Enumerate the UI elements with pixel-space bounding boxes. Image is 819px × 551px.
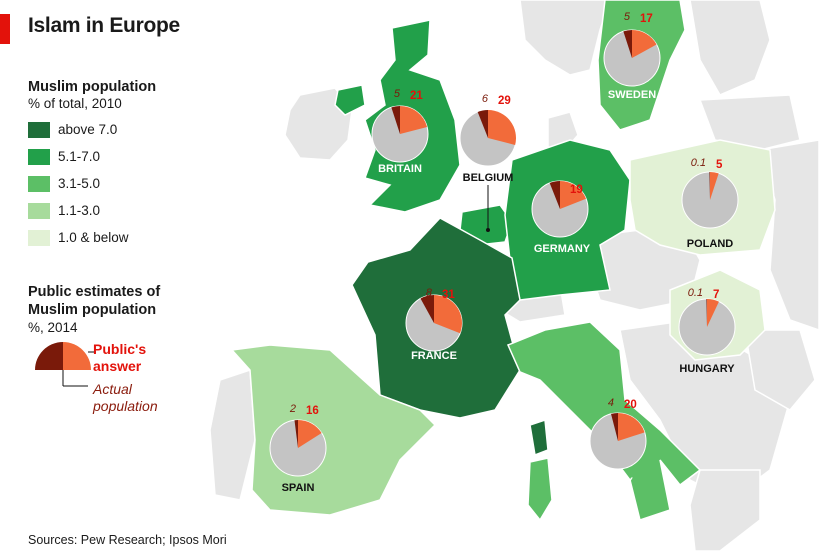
pie-public-wedge-spain xyxy=(298,420,322,448)
key-public-wedge xyxy=(63,342,91,370)
pie-public-value-spain: 16 xyxy=(306,405,319,417)
pie-actual-wedge-britain xyxy=(391,106,400,134)
country-labels: BRITAIN BELGIUM SWEDEN GERMANY POLAND FRANCE H… xyxy=(282,89,736,494)
country-label-france: FRANCE xyxy=(411,350,457,362)
pie-spain: 2 16 xyxy=(269,403,327,477)
country-label-hungary: HUNGARY xyxy=(679,363,735,375)
pie-public-wedge-poland xyxy=(710,172,719,200)
pie-public-value-belgium: 29 xyxy=(498,95,511,107)
pie-italy: 4 20 xyxy=(589,397,647,470)
pie-charts: 5 21 6 295 176 190.1 58 31 0.1 72 164 20 xyxy=(269,11,739,477)
pie-hungary: 0.1 7 xyxy=(678,287,736,356)
pie-public-wedge-sweden xyxy=(632,30,657,58)
legend-swatch-1 xyxy=(28,149,50,165)
brand-bar xyxy=(0,14,10,44)
greece-shape xyxy=(689,469,761,551)
legend-swatch-0 xyxy=(28,122,50,138)
pie-actual-value-hungary: 0.1 xyxy=(688,287,703,299)
baltics-shape xyxy=(698,94,801,151)
pie-britain: 5 21 xyxy=(371,88,429,163)
legend-title: Muslim population xyxy=(28,79,157,95)
legend-label-0: above 7.0 xyxy=(58,122,118,137)
portugal-shape xyxy=(209,368,256,501)
legend-label-2: 3.1-5.0 xyxy=(58,176,101,191)
pie-actual-wedge-italy xyxy=(611,413,618,441)
legend-label-1: 5.1-7.0 xyxy=(58,149,101,164)
pie-actual-value-britain: 5 xyxy=(394,88,401,100)
pie-public-wedge-france xyxy=(434,295,463,334)
country-label-italy: ITALY xyxy=(603,476,634,488)
pie-actual-wedge-spain xyxy=(294,420,298,448)
pie-actual-wedge-belgium xyxy=(477,110,488,138)
estimates-public-label: Public's answer xyxy=(93,341,147,374)
pie-france: 8 31 xyxy=(405,287,463,352)
romania-shape xyxy=(744,329,816,411)
legend-swatch-3 xyxy=(28,203,50,219)
norway-shape xyxy=(519,0,611,76)
legend-subtitle: % of total, 2010 xyxy=(28,96,122,111)
estimates-key-pie xyxy=(35,342,96,387)
sources-note: Sources: Pew Research; Ipsos Mori xyxy=(28,533,227,547)
country-label-sweden: SWEDEN xyxy=(608,89,656,101)
belgium-callout xyxy=(486,185,490,232)
pie-public-value-britain: 21 xyxy=(410,90,423,102)
spain-shape xyxy=(230,344,437,516)
country-label-belgium: BELGIUM xyxy=(463,172,514,184)
pie-actual-value-sweden: 5 xyxy=(624,11,631,23)
pie-actual-wedge-germany xyxy=(549,181,560,209)
pie-public-value-hungary: 7 xyxy=(713,289,719,301)
pie-poland: 0.1 5 xyxy=(681,157,739,229)
pie-germany: 6 19 xyxy=(531,180,589,238)
pie-public-value-sweden: 17 xyxy=(640,13,653,25)
country-label-spain: SPAIN xyxy=(282,482,315,494)
key-actual-wedge xyxy=(35,342,63,370)
pie-actual-value-spain: 2 xyxy=(289,403,296,415)
northern-ireland-shape xyxy=(334,84,366,116)
pie-actual-wedge-sweden xyxy=(623,30,632,58)
estimates-title: Public estimates of Muslim population xyxy=(28,284,161,318)
pie-public-wedge-germany xyxy=(560,181,587,209)
pie-public-wedge-italy xyxy=(618,413,645,441)
pie-public-value-poland: 5 xyxy=(716,159,723,171)
legend-swatch-2 xyxy=(28,176,50,192)
pie-actual-value-belgium: 6 xyxy=(482,93,489,105)
country-label-germany: GERMANY xyxy=(534,243,591,255)
estimates-subtitle: %, 2014 xyxy=(28,320,78,335)
country-label-poland: POLAND xyxy=(687,238,734,250)
belarus-ukraine-shape xyxy=(759,139,819,331)
sardinia-shape xyxy=(527,457,553,522)
legend-swatch-4 xyxy=(28,230,50,246)
pie-actual-wedge-hungary xyxy=(706,299,707,327)
pie-public-wedge-hungary xyxy=(707,299,719,327)
pie-public-value-france: 31 xyxy=(442,289,455,301)
pie-actual-wedge-france xyxy=(420,295,434,323)
pie-actual-value-france: 8 xyxy=(426,287,433,299)
pie-actual-wedge-poland xyxy=(709,172,710,200)
pie-sweden: 5 17 xyxy=(603,11,661,87)
country-label-britain: BRITAIN xyxy=(378,163,422,175)
pie-public-wedge-britain xyxy=(400,106,428,134)
corsica-shape xyxy=(529,418,549,457)
estimates-actual-label: Actual population xyxy=(93,381,158,414)
pie-public-wedge-belgium xyxy=(488,110,516,145)
legend-label-3: 1.1-3.0 xyxy=(58,203,101,218)
page-title: Islam in Europe xyxy=(28,14,180,37)
pie-public-value-germany: 19 xyxy=(570,184,583,196)
pie-belgium: 6 29 xyxy=(459,93,517,167)
pie-actual-value-poland: 0.1 xyxy=(691,157,706,169)
pie-actual-value-italy: 4 xyxy=(608,397,614,409)
finland-shape xyxy=(689,0,771,96)
pie-actual-value-germany: 6 xyxy=(554,182,561,194)
pie-public-value-italy: 20 xyxy=(624,399,637,411)
legend-label-4: 1.0 & below xyxy=(58,230,129,245)
